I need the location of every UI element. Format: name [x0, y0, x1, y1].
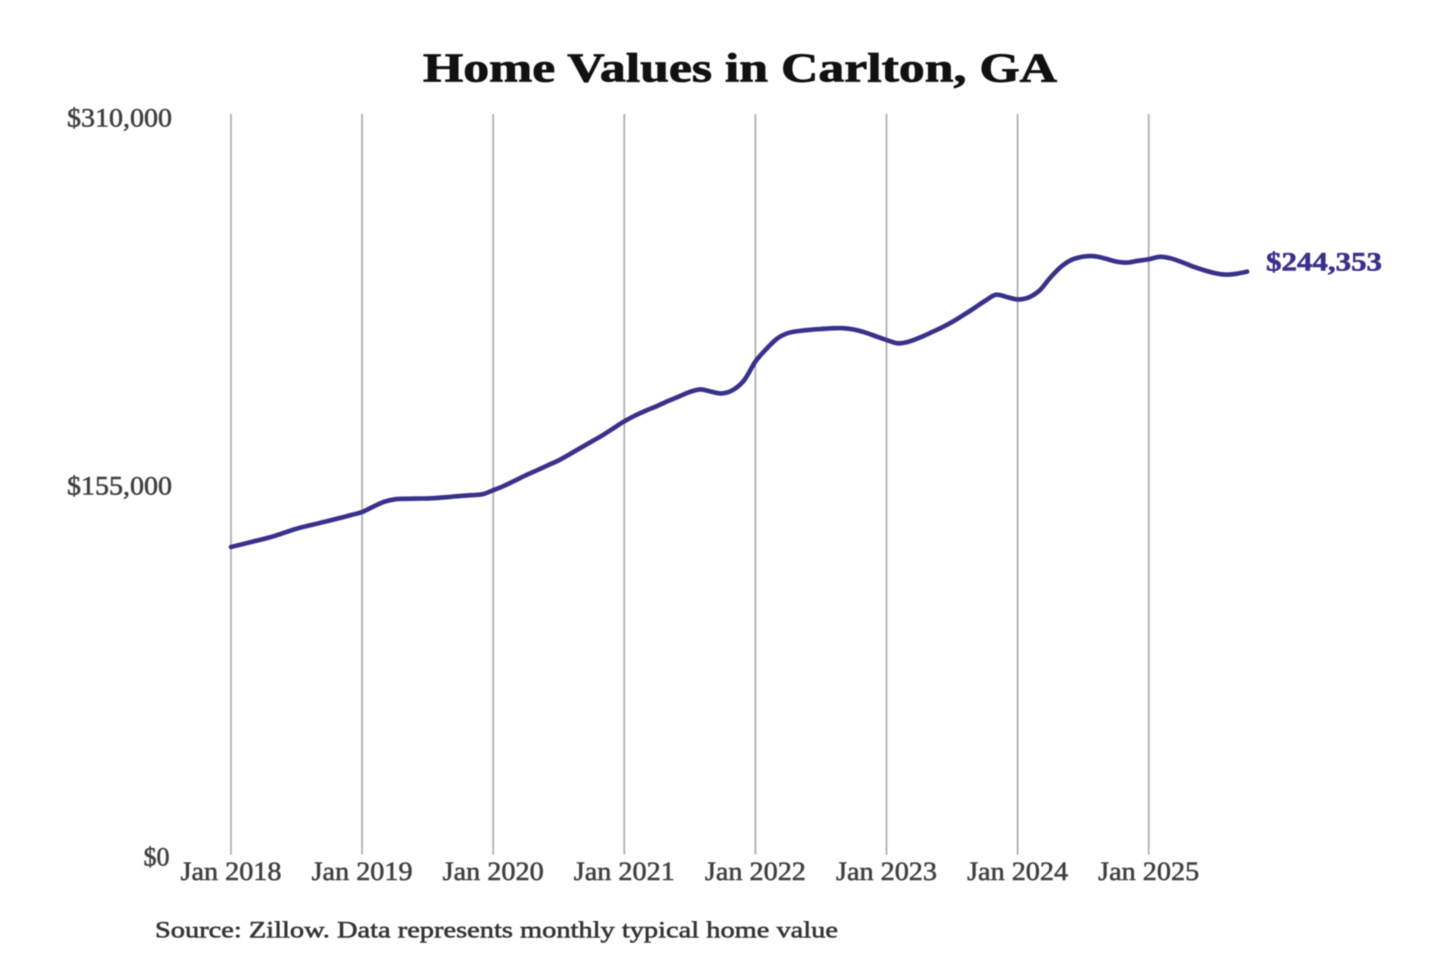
svg-text:Jan 2020: Jan 2020 — [443, 857, 544, 886]
svg-text:Jan 2019: Jan 2019 — [312, 857, 413, 886]
svg-text:Source: Zillow. Data represent: Source: Zillow. Data represents monthly … — [155, 918, 838, 943]
svg-text:$310,000: $310,000 — [67, 103, 172, 132]
svg-text:$155,000: $155,000 — [67, 472, 172, 501]
svg-text:Jan 2021: Jan 2021 — [574, 857, 675, 886]
svg-text:Jan 2025: Jan 2025 — [1098, 857, 1199, 886]
svg-text:Jan 2022: Jan 2022 — [705, 857, 806, 886]
svg-text:$244,353: $244,353 — [1266, 248, 1382, 277]
svg-text:Home Values in Carlton, GA: Home Values in Carlton, GA — [423, 45, 1057, 91]
svg-text:Jan 2018: Jan 2018 — [181, 857, 282, 886]
svg-text:Jan 2024: Jan 2024 — [967, 857, 1068, 886]
svg-text:Jan 2023: Jan 2023 — [836, 857, 937, 886]
svg-text:$0: $0 — [144, 843, 170, 872]
